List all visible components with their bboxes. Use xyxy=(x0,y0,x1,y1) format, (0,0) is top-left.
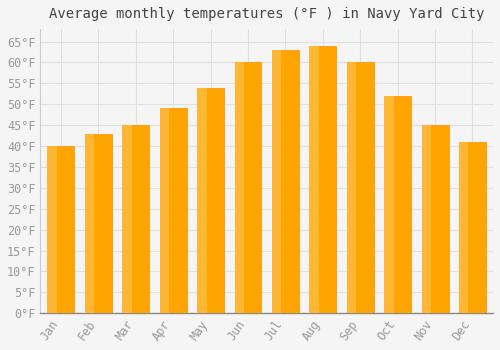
Bar xyxy=(310,46,336,313)
Bar xyxy=(422,125,431,313)
Bar xyxy=(85,134,94,313)
Bar xyxy=(384,96,394,313)
Bar xyxy=(122,125,149,313)
Bar xyxy=(459,142,486,313)
Bar xyxy=(122,125,132,313)
Bar xyxy=(234,63,244,313)
Bar xyxy=(422,125,448,313)
Bar xyxy=(272,50,281,313)
Bar xyxy=(197,88,206,313)
Bar xyxy=(160,108,186,313)
Bar xyxy=(197,88,224,313)
Bar xyxy=(160,108,169,313)
Bar xyxy=(85,134,112,313)
Bar xyxy=(48,146,74,313)
Bar xyxy=(459,142,468,313)
Bar xyxy=(272,50,299,313)
Bar xyxy=(347,63,374,313)
Bar xyxy=(347,63,356,313)
Bar xyxy=(234,63,262,313)
Bar xyxy=(384,96,411,313)
Title: Average monthly temperatures (°F ) in Navy Yard City: Average monthly temperatures (°F ) in Na… xyxy=(49,7,484,21)
Bar xyxy=(310,46,319,313)
Bar xyxy=(48,146,57,313)
